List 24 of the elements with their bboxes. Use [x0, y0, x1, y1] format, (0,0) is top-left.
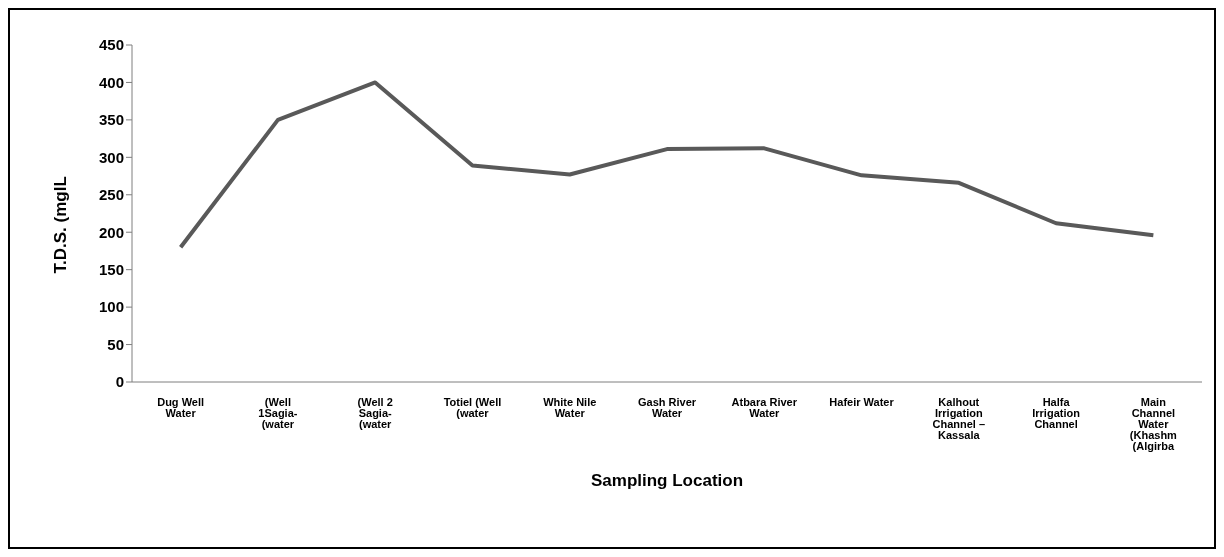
x-tick-label: Hafeir Water	[829, 395, 895, 408]
y-tick-label: 0	[115, 373, 124, 391]
y-tick-label: 50	[107, 335, 124, 353]
y-axis-title: T.D.S. (mglL	[51, 176, 71, 274]
x-tick-label: White Nile Water	[543, 395, 597, 419]
x-tick-label: Totiel (Well (water	[443, 395, 502, 419]
x-tick-label: Dug Well Water	[157, 395, 205, 419]
y-tick-label: 350	[98, 111, 124, 129]
x-tick-label: Main Channel Water (Khashm (Algirba	[1129, 395, 1178, 452]
x-tick-label: (Well 2 Sagia- (water	[357, 395, 393, 430]
line-series	[178, 80, 1156, 250]
x-tick-label: Kalhout Irrigation Channel – Kassala	[932, 395, 986, 441]
y-tick-label: 100	[98, 298, 124, 316]
y-tick-label: 150	[98, 260, 124, 278]
x-tick-label: Atbara River Water	[731, 395, 798, 419]
x-axis-title: Sampling Location	[590, 471, 744, 491]
x-tick-label: (Well 1Sagia- (water	[258, 395, 298, 430]
y-tick-label: 300	[98, 148, 124, 166]
y-tick-label: 250	[98, 186, 124, 204]
y-tick-label: 200	[98, 223, 124, 241]
y-tick-label: 450	[98, 36, 124, 54]
y-tick-label: 400	[98, 73, 124, 91]
x-tick-label: Halfa Irrigation Channel	[1032, 395, 1081, 430]
x-tick-label: Gash River Water	[637, 395, 697, 419]
